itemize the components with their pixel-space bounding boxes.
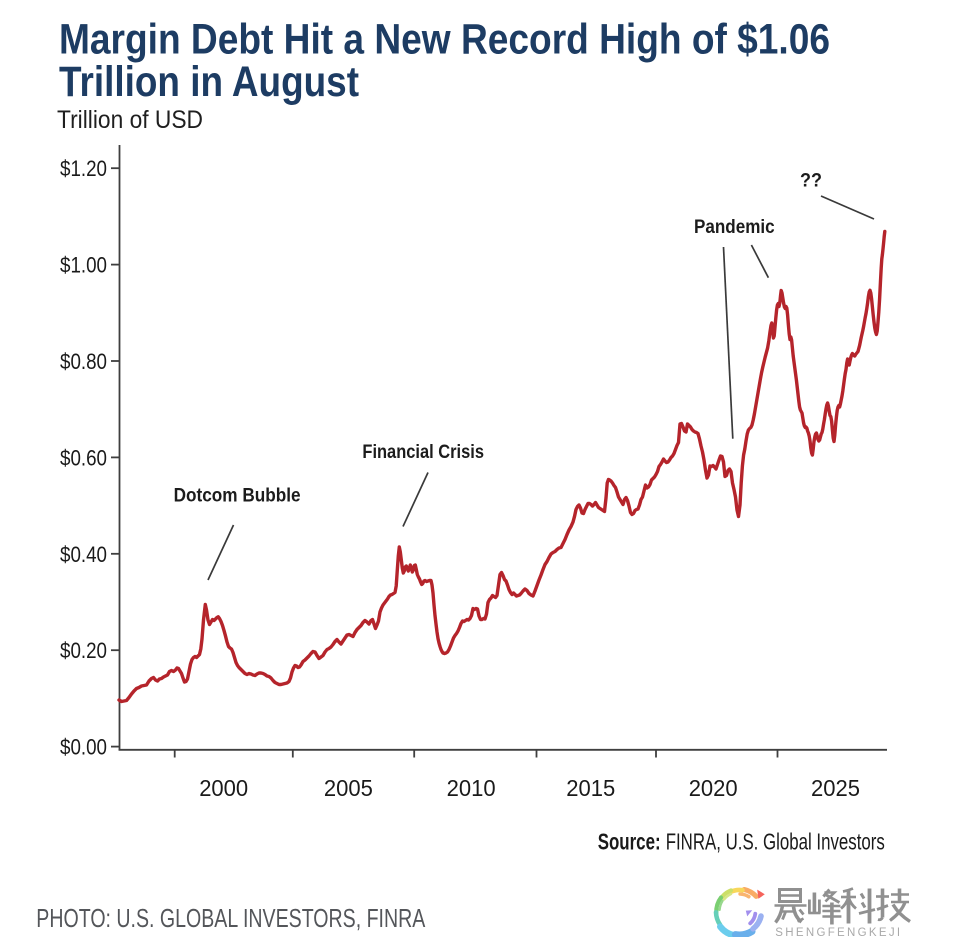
svg-text:Pandemic: Pandemic [694,217,775,238]
svg-text:??: ?? [800,170,822,191]
svg-text:$0.20: $0.20 [60,638,107,663]
svg-text:Margin Debt Hit a New Record H: Margin Debt Hit a New Record High of $1.… [59,17,830,64]
svg-text:2025: 2025 [811,775,860,801]
svg-text:2000: 2000 [199,775,248,801]
svg-text:Trillion in August: Trillion in August [59,59,359,106]
svg-text:$0.00: $0.00 [60,735,107,760]
svg-text:2015: 2015 [566,775,615,801]
svg-text:PHOTO: U.S. GLOBAL INVESTORS,: PHOTO: U.S. GLOBAL INVESTORS, FINRA [36,903,425,933]
svg-text:SHENGFENGKEJI: SHENGFENGKEJI [775,927,903,937]
svg-text:$0.60: $0.60 [60,445,107,470]
svg-text:Dotcom Bubble: Dotcom Bubble [174,486,301,507]
svg-text:2020: 2020 [689,775,738,801]
svg-text:$0.40: $0.40 [60,542,107,567]
svg-text:Source:: Source: [598,828,661,854]
svg-text:2005: 2005 [324,775,373,801]
svg-text:Financial Crisis: Financial Crisis [362,442,484,463]
svg-text:FINRA, U.S. Global Investors: FINRA, U.S. Global Investors [666,828,885,854]
svg-text:2010: 2010 [447,775,496,801]
svg-text:$0.80: $0.80 [60,349,107,374]
svg-text:$1.20: $1.20 [60,156,107,181]
svg-text:Trillion of USD: Trillion of USD [57,106,203,134]
svg-text:$1.00: $1.00 [60,253,107,278]
